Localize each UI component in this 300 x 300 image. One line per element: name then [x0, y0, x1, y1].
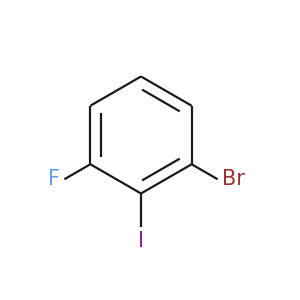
Text: F: F	[48, 169, 60, 189]
Text: I: I	[138, 231, 144, 251]
Text: Br: Br	[222, 169, 245, 189]
